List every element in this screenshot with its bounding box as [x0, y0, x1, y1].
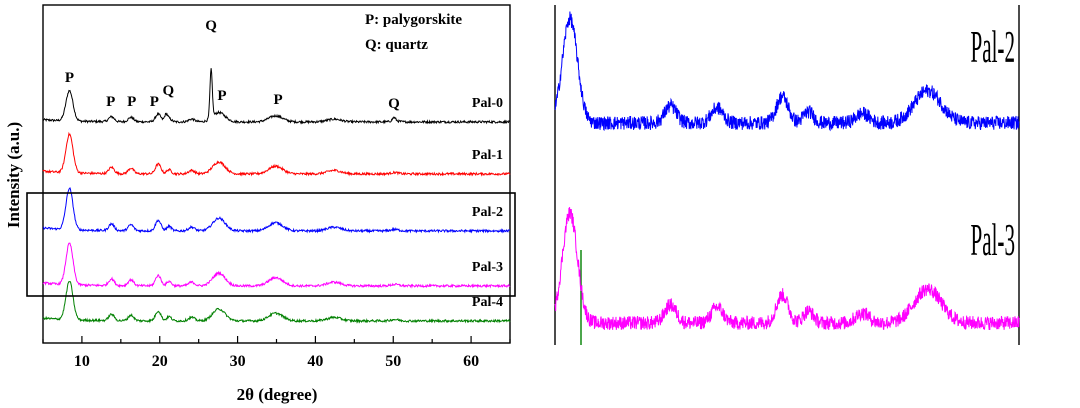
- peak-annotation-8: Q: [388, 96, 400, 112]
- x-tick-label-20: 20: [152, 353, 168, 370]
- peak-annotation-6: P: [217, 88, 226, 104]
- zoom-series-pal-2: [554, 11, 1020, 132]
- series-pal-2: [42, 187, 511, 234]
- x-axis-label: 2θ (degree): [237, 385, 318, 404]
- sample-label-pal-4: Pal-4: [472, 295, 503, 310]
- zoom-label-pal-2: Pal-2: [971, 21, 1015, 72]
- x-tick-label-10: 10: [74, 353, 90, 370]
- series-pal-1: [42, 131, 511, 177]
- series-pal-4: [42, 281, 511, 324]
- series-pal-0: [42, 68, 511, 125]
- x-tick-label-60: 60: [463, 353, 479, 370]
- sample-label-pal-1: Pal-1: [472, 148, 503, 163]
- sample-labels: Pal-0 Pal-1 Pal-2 Pal-3 Pal-4: [472, 96, 503, 310]
- peak-annotation-2: P: [127, 94, 136, 110]
- zoom-panel: Pal-2 Pal-3: [554, 5, 1020, 345]
- legend-quartz: Q: quartz: [365, 37, 428, 53]
- y-axis-label: Intensity (a.u.): [4, 122, 23, 228]
- peak-annotation-4: Q: [162, 83, 174, 99]
- peak-annotation-1: P: [106, 94, 115, 110]
- x-tick-label-30: 30: [230, 353, 246, 370]
- zoom-series-pal-3: [554, 207, 1020, 331]
- zoom-traces: [554, 11, 1020, 345]
- peak-annotation-7: P: [274, 92, 283, 108]
- highlight-box: [26, 192, 516, 297]
- sample-label-pal-2: Pal-2: [472, 205, 503, 220]
- series-pal-3: [42, 242, 511, 289]
- zoom-label-pal-3: Pal-3: [971, 214, 1015, 265]
- sample-label-pal-3: Pal-3: [472, 260, 503, 275]
- legend-palygorskite: P: palygorskite: [365, 12, 462, 28]
- xrd-traces: [42, 68, 511, 324]
- x-axis-ticks: 10 20 30 40 50 60: [42, 336, 511, 370]
- sample-label-pal-0: Pal-0: [472, 96, 503, 111]
- x-tick-label-50: 50: [385, 353, 401, 370]
- peak-annotation-0: P: [65, 70, 74, 86]
- peak-annotation-5: Q: [205, 18, 217, 34]
- peak-annotation-3: P: [150, 94, 159, 110]
- x-tick-label-40: 40: [307, 353, 323, 370]
